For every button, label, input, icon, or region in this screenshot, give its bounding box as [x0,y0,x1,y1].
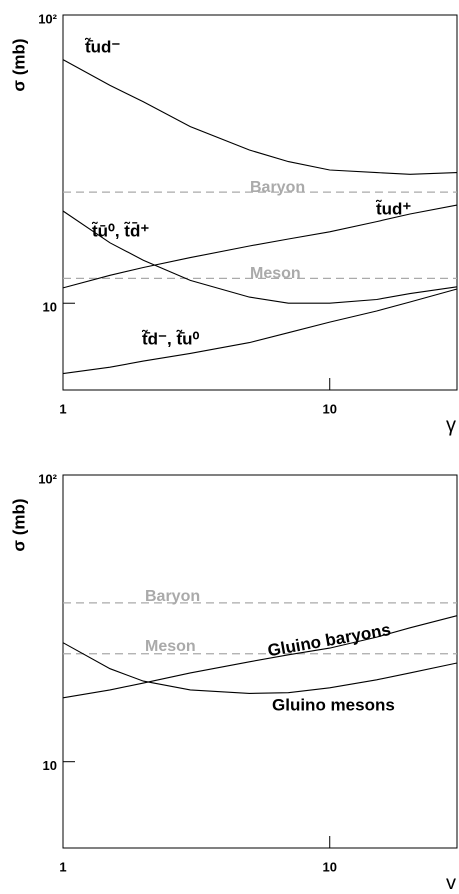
plot-frame [62,474,458,849]
x-axis-label: γ [446,872,456,889]
series-line [62,288,458,375]
series-label: t̃̄d⁻, t̃̄u⁰ [142,329,200,348]
reference-label: Meson [250,265,301,282]
x-tick-label: 10 [323,401,337,416]
y-tick-label: 10² [38,11,57,26]
x-tick-label: 10 [323,859,337,874]
series-line [62,59,458,175]
y-axis-label: σ (mb) [9,498,28,551]
series-line [62,204,458,289]
y-tick-label: 10² [38,471,57,486]
x-axis-label: γ [446,414,456,436]
series-label: t̃ū⁰, t̃d̄⁺ [92,221,150,240]
x-tick-label: 1 [59,859,66,874]
reference-label: Baryon [145,588,200,605]
series-line [62,642,458,694]
series-line [62,210,458,304]
reference-label: Meson [145,638,196,655]
plot-frame [62,14,458,391]
series-label: t̃̄ud⁻ [85,37,121,56]
x-tick-label: 1 [59,401,66,416]
reference-label: Baryon [250,179,305,196]
series-line [62,615,458,699]
y-tick-label: 10 [43,300,57,315]
y-axis-label: σ (mb) [9,38,28,91]
series-label: t̃ud⁺ [376,199,412,218]
series-label: Gluino mesons [272,695,395,714]
y-tick-label: 10 [43,758,57,773]
